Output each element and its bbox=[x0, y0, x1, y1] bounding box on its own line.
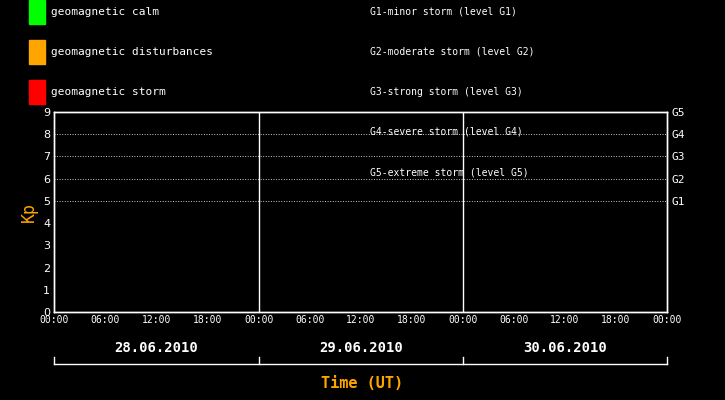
Y-axis label: Kp: Kp bbox=[20, 202, 38, 222]
Text: geomagnetic storm: geomagnetic storm bbox=[51, 87, 165, 97]
Text: 28.06.2010: 28.06.2010 bbox=[115, 341, 199, 355]
Text: Time (UT): Time (UT) bbox=[321, 376, 404, 392]
Text: 30.06.2010: 30.06.2010 bbox=[523, 341, 607, 355]
Text: G3-strong storm (level G3): G3-strong storm (level G3) bbox=[370, 87, 523, 97]
Text: G4-severe storm (level G4): G4-severe storm (level G4) bbox=[370, 127, 523, 137]
Text: geomagnetic disturbances: geomagnetic disturbances bbox=[51, 47, 212, 57]
Text: G1-minor storm (level G1): G1-minor storm (level G1) bbox=[370, 7, 517, 17]
Text: G5-extreme storm (level G5): G5-extreme storm (level G5) bbox=[370, 167, 529, 177]
Text: geomagnetic calm: geomagnetic calm bbox=[51, 7, 159, 17]
Text: G2-moderate storm (level G2): G2-moderate storm (level G2) bbox=[370, 47, 534, 57]
Text: 29.06.2010: 29.06.2010 bbox=[319, 341, 402, 355]
